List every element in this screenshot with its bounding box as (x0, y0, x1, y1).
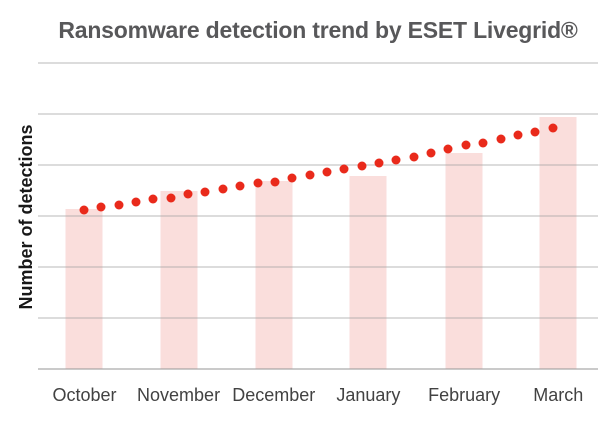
trend-dot-23 (461, 140, 471, 150)
x-tick-label-december: December (232, 385, 316, 405)
plot-area (38, 62, 598, 370)
x-tick-label-october: October (52, 385, 117, 405)
bar-march (539, 116, 577, 369)
x-axis-baseline (38, 368, 598, 370)
trend-dot-27 (530, 127, 540, 137)
gridline (38, 317, 598, 319)
trend-dot-15 (322, 167, 332, 177)
gridline (38, 113, 598, 115)
trend-dot-6 (166, 193, 176, 203)
trend-dot-3 (114, 200, 124, 210)
trend-dot-21 (426, 148, 436, 158)
trend-dot-4 (131, 197, 141, 207)
trend-dot-7 (183, 189, 193, 199)
trend-dot-11 (253, 178, 263, 188)
bar-january (349, 175, 387, 369)
x-tick-label-november: November (137, 385, 221, 405)
trend-dot-25 (496, 134, 506, 144)
trend-dot-28 (548, 123, 558, 133)
trend-dot-22 (443, 144, 453, 154)
trend-dot-13 (287, 173, 297, 183)
chart-title: Ransomware detection trend by ESET Liveg… (58, 17, 578, 43)
trend-dot-12 (270, 177, 280, 187)
trend-dot-2 (96, 202, 106, 212)
y-axis-label: Number of detections (16, 124, 36, 310)
x-tick-label-march: March (533, 385, 584, 405)
trend-dot-8 (200, 187, 210, 197)
bar-october (65, 208, 103, 369)
bar-february (445, 152, 483, 369)
gridline (38, 215, 598, 217)
trend-dot-16 (339, 164, 349, 174)
bar-november (160, 190, 198, 369)
gridline (38, 62, 598, 64)
trend-dot-18 (374, 158, 384, 168)
trend-dot-9 (218, 184, 228, 194)
trend-dot-14 (305, 170, 315, 180)
x-axis-labels: October November December January February Ma… (38, 385, 598, 413)
bar-december (255, 181, 293, 369)
trend-dot-19 (391, 155, 401, 165)
trend-dot-1 (79, 205, 89, 215)
trend-dot-24 (478, 138, 488, 148)
trend-dot-10 (235, 181, 245, 191)
x-tick-label-february: February (428, 385, 501, 405)
x-tick-label-january: January (336, 385, 401, 405)
trend-dot-26 (513, 130, 523, 140)
trend-dot-20 (409, 152, 419, 162)
trend-dot-17 (357, 161, 367, 171)
trend-dot-5 (148, 194, 158, 204)
gridline (38, 266, 598, 268)
gridline (38, 164, 598, 166)
